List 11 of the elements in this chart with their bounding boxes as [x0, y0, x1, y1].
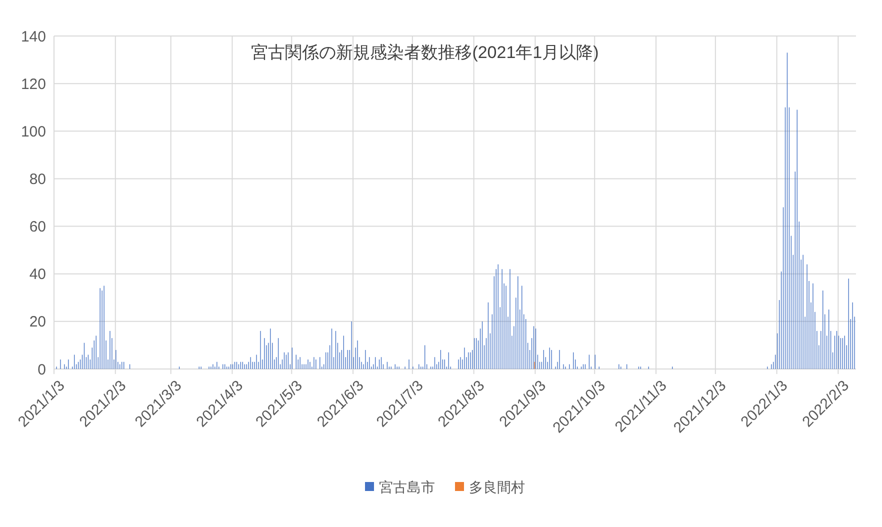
chart-title: 宮古関係の新規感染者数推移(2021年1月以降) — [251, 43, 599, 62]
y-tick-label: 40 — [29, 266, 46, 284]
y-tick-label: 20 — [29, 314, 46, 331]
y-tick-label: 140 — [20, 28, 46, 46]
y-tick-label: 120 — [20, 76, 46, 93]
legend-label: 宮古島市 — [379, 478, 435, 495]
y-tick-label: 80 — [29, 170, 46, 188]
y-tick-label: 100 — [20, 123, 46, 140]
y-tick-label: 60 — [29, 218, 46, 236]
legend-label: 多良間村 — [469, 478, 525, 495]
y-tick-label: 0 — [38, 361, 46, 378]
